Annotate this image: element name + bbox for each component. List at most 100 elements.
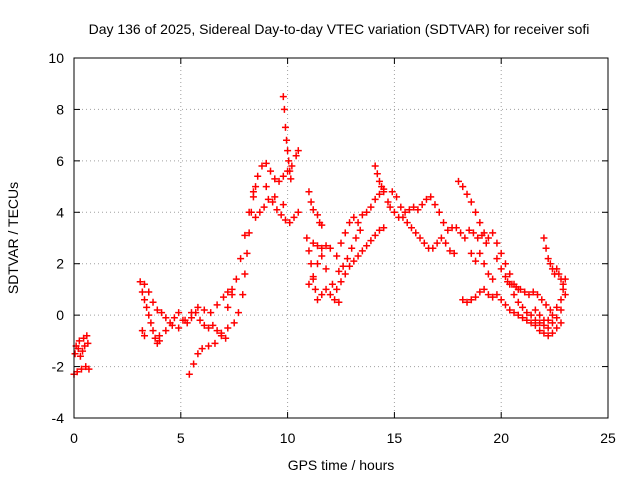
data-point [367,237,375,245]
data-point [147,319,155,327]
data-point [71,350,79,358]
data-point [149,298,157,306]
data-point [136,278,144,286]
data-point [138,288,146,296]
data-point [553,324,561,332]
data-point [354,252,362,260]
data-point [454,177,462,185]
data-point [493,291,501,299]
data-point [444,226,452,234]
data-point [140,296,148,304]
data-point [140,280,148,288]
data-point [412,229,420,237]
data-point [190,360,198,368]
data-point [73,368,81,376]
data-point [279,172,287,180]
data-point [211,339,219,347]
data-point [363,242,371,250]
data-point [258,162,266,170]
data-point [461,234,469,242]
data-point [181,316,189,324]
data-point [405,206,413,214]
data-point [84,339,92,347]
data-point [271,193,279,201]
data-point [145,311,153,319]
data-point [386,203,394,211]
data-point [241,231,249,239]
data-point [217,332,225,340]
data-point [399,213,407,221]
data-point [333,285,341,293]
data-point [239,291,247,299]
data-point [553,265,561,273]
axis-ticks: -4 -2 0 2 4 6 8 10 0 5 10 15 20 25 [48,50,616,446]
data-point [279,93,287,101]
data-point [170,314,178,322]
data-point [546,306,554,314]
data-point [249,188,257,196]
data-point [196,316,204,324]
x-tick-label: 15 [387,430,403,446]
data-point [427,193,435,201]
data-point [506,270,514,278]
data-point [435,208,443,216]
data-point [472,293,480,301]
data-point [542,301,550,309]
data-point [501,273,509,281]
data-point [519,314,527,322]
data-point [267,167,275,175]
data-point [472,257,480,265]
data-point [222,334,230,342]
data-point [516,285,524,293]
data-point [331,296,339,304]
data-point [523,316,531,324]
data-point [77,365,85,373]
data-point [508,280,516,288]
data-point [557,306,565,314]
data-point [232,275,240,283]
data-point [262,159,270,167]
data-point [155,332,163,340]
data-point [401,208,409,216]
data-point [548,329,556,337]
data-point [326,291,334,299]
data-point [318,291,326,299]
y-tick-label: -2 [52,359,65,375]
data-point [480,229,488,237]
data-point [457,229,465,237]
data-point [407,224,415,232]
data-point [286,219,294,227]
data-point [531,316,539,324]
data-point [521,288,529,296]
data-point [348,244,356,252]
data-point [534,291,542,299]
data-point [198,345,206,353]
data-point [375,190,383,198]
data-point [375,177,383,185]
data-point [476,249,484,257]
data-point [467,296,475,304]
data-point [489,275,497,283]
data-point [175,324,183,332]
data-point [143,303,151,311]
data-point [305,188,313,196]
data-point [482,239,490,247]
data-point [252,213,260,221]
data-point [237,255,245,263]
data-point [525,291,533,299]
data-point [318,252,326,260]
data-point [280,105,288,113]
data-point [350,257,358,265]
data-point [281,123,289,131]
data-point [536,327,544,335]
data-point [510,309,518,317]
data-point [307,198,315,206]
data-point [307,260,315,268]
data-point [254,172,262,180]
data-point [286,167,294,175]
data-point [561,291,569,299]
data-point [557,296,565,304]
data-point [463,190,471,198]
data-point [194,350,202,358]
